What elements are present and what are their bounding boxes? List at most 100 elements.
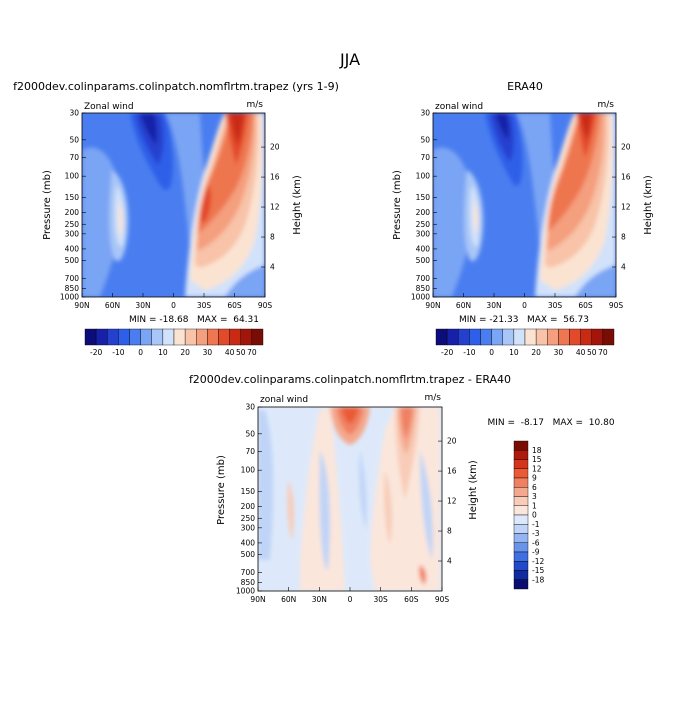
y2-tick-label: 8 xyxy=(270,233,275,242)
colorbar-swatch xyxy=(162,328,175,346)
colorbar-swatch xyxy=(591,328,604,346)
colorbar-swatch xyxy=(240,328,253,346)
colorbar-swatch xyxy=(513,459,529,469)
colorbar-swatch xyxy=(535,328,548,346)
panel-title: f2000dev.colinparams.colinpatch.nomflrtm… xyxy=(189,373,511,386)
colorbar-label: 50 xyxy=(236,348,246,357)
y-tick-label: 400 xyxy=(241,538,256,547)
y2-tick-label: 4 xyxy=(447,557,452,566)
colorbar-swatch xyxy=(196,328,208,346)
y-tick-label: 1000 xyxy=(236,587,255,596)
x-tick-label: 60N xyxy=(105,301,120,310)
y2-tick-label: 12 xyxy=(447,497,457,506)
x-tick-label: 30N xyxy=(312,595,327,604)
colorbar-label: 10 xyxy=(158,348,168,357)
colorbar-swatch xyxy=(95,328,108,346)
colorbar-swatch xyxy=(502,328,515,346)
colorbar-label: 10 xyxy=(509,348,519,357)
y-tick-label: 100 xyxy=(416,172,431,181)
y2-tick-label: 16 xyxy=(621,173,631,182)
min-max-label: MIN = -18.68 MAX = 64.31 xyxy=(129,315,259,325)
colorbar-label: -3 xyxy=(532,529,540,538)
panel-model: f2000dev.colinparams.colinpatch.nomflrtm… xyxy=(13,80,339,357)
colorbar: -20 -10 0 10 20 30 40 50 70 xyxy=(435,328,615,357)
y-tick-label: 700 xyxy=(241,568,256,577)
latitude-ticks: 90N 60N 30N 0 30S 60S 90S xyxy=(74,293,272,310)
y-tick-label: 70 xyxy=(420,153,430,162)
y-tick-label: 500 xyxy=(241,550,256,559)
colorbar-swatch xyxy=(513,477,529,488)
x-tick-label: 60N xyxy=(456,301,471,310)
y2-tick-label: 16 xyxy=(447,467,457,476)
colorbar-label: 70 xyxy=(598,348,608,357)
panel-title: ERA40 xyxy=(507,80,543,93)
colorbar-label: 18 xyxy=(532,446,542,455)
y-tick-label: 700 xyxy=(416,274,431,283)
y-tick-label: 250 xyxy=(241,514,256,523)
colorbar-label: -20 xyxy=(441,348,453,357)
colorbar-swatch xyxy=(513,533,529,543)
colorbar-swatch xyxy=(524,328,537,346)
y-tick-label: 250 xyxy=(416,220,431,229)
x-tick-label: 0 xyxy=(348,595,353,604)
y-tick-label: 200 xyxy=(416,208,431,217)
y2-tick-label: 4 xyxy=(270,263,275,272)
x-tick-label: 60S xyxy=(404,595,419,604)
y-tick-label: 150 xyxy=(241,487,256,496)
colorbar-swatch xyxy=(435,328,448,346)
heatmap-field xyxy=(433,113,616,297)
colorbar-swatch xyxy=(140,328,152,346)
heatmap-field xyxy=(258,407,442,591)
y2-tick-label: 16 xyxy=(270,173,280,182)
height-ticks: 20 16 12 8 4 xyxy=(612,143,631,272)
latitude-ticks: 90N 60N 30N 0 30S 60S 90S xyxy=(250,587,449,604)
y-tick-label: 850 xyxy=(241,578,256,587)
y-tick-label: 30 xyxy=(69,109,79,118)
height-ticks: 20 16 12 8 4 xyxy=(438,437,457,566)
y-tick-label: 300 xyxy=(241,523,256,532)
y2-axis-label: Height (km) xyxy=(292,175,303,235)
y-tick-label: 30 xyxy=(420,109,430,118)
y2-axis-label: Height (km) xyxy=(643,175,654,235)
colorbar-swatch xyxy=(491,328,503,346)
colorbar-swatch xyxy=(602,328,615,346)
colorbar-swatch xyxy=(513,551,529,562)
y-axis-label: Pressure (mb) xyxy=(42,170,53,240)
panel-difference: f2000dev.colinparams.colinpatch.nomflrtm… xyxy=(189,373,615,604)
y-tick-label: 50 xyxy=(69,135,79,144)
colorbar-swatch xyxy=(558,328,570,346)
x-tick-label: 30S xyxy=(548,301,563,310)
y-tick-label: 200 xyxy=(65,208,80,217)
y-tick-label: 500 xyxy=(65,256,80,265)
y-tick-label: 400 xyxy=(416,244,431,253)
colorbar-label: -10 xyxy=(112,348,124,357)
y-tick-label: 50 xyxy=(245,429,255,438)
colorbar-label: 40 xyxy=(576,348,586,357)
colorbar-label: -1 xyxy=(532,520,540,529)
latitude-ticks: 90N 60N 30N 0 30S 60S 90S xyxy=(425,293,623,310)
panel-title: f2000dev.colinparams.colinpatch.nomflrtm… xyxy=(13,80,339,93)
colorbar-swatch xyxy=(513,468,529,479)
colorbar-swatch xyxy=(129,328,141,346)
y-axis-label: Pressure (mb) xyxy=(392,170,403,240)
x-tick-label: 90S xyxy=(258,301,273,310)
y-tick-label: 1000 xyxy=(411,293,430,302)
colorbar-swatch xyxy=(513,524,529,534)
colorbar-swatch xyxy=(229,328,241,346)
colorbar-label: -20 xyxy=(90,348,102,357)
units-label: m/s xyxy=(598,100,615,110)
colorbar-label: 20 xyxy=(531,348,541,357)
colorbar-swatch xyxy=(118,328,130,346)
colorbar-swatch xyxy=(513,542,529,553)
colorbar-label: 50 xyxy=(587,348,597,357)
colorbar-swatch xyxy=(547,328,559,346)
colorbar-swatch xyxy=(513,496,529,506)
colorbar-swatch xyxy=(513,579,529,590)
colorbar-swatch xyxy=(446,328,459,346)
heatmap-field xyxy=(82,113,265,297)
field-label: Zonal wind xyxy=(84,102,134,112)
units-label: m/s xyxy=(425,393,442,403)
